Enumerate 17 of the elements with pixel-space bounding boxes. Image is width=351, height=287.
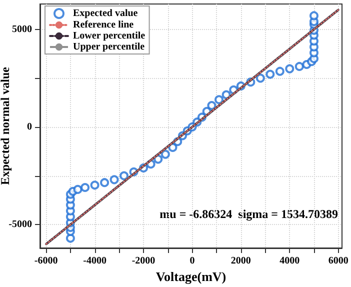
x-tick-label: 6000 <box>328 256 348 266</box>
legend-label: Expected value <box>73 8 138 19</box>
x-tick-label: -6000 <box>34 256 58 266</box>
y-tick-label: 0 <box>27 121 32 132</box>
y-axis-title: Expected normal value <box>0 66 12 185</box>
x-tick-label: -4000 <box>83 256 106 266</box>
x-axis-title: Voltage(mV) <box>156 269 226 284</box>
x-tick-label: 2000 <box>230 256 251 266</box>
x-tick-label: 4000 <box>280 256 300 266</box>
annotation: mu = -6.86324 sigma = 1534.70389 <box>160 207 338 221</box>
x-tick-label: -2000 <box>132 256 156 266</box>
legend-label: Lower percentile <box>73 30 146 42</box>
legend-label: Upper percentile <box>73 42 146 52</box>
legend-label: Reference line <box>73 20 134 30</box>
y-tick-label: 5000 <box>12 24 32 35</box>
x-tick-label: 0 <box>190 256 195 266</box>
y-tick-label: -5000 <box>8 219 32 230</box>
